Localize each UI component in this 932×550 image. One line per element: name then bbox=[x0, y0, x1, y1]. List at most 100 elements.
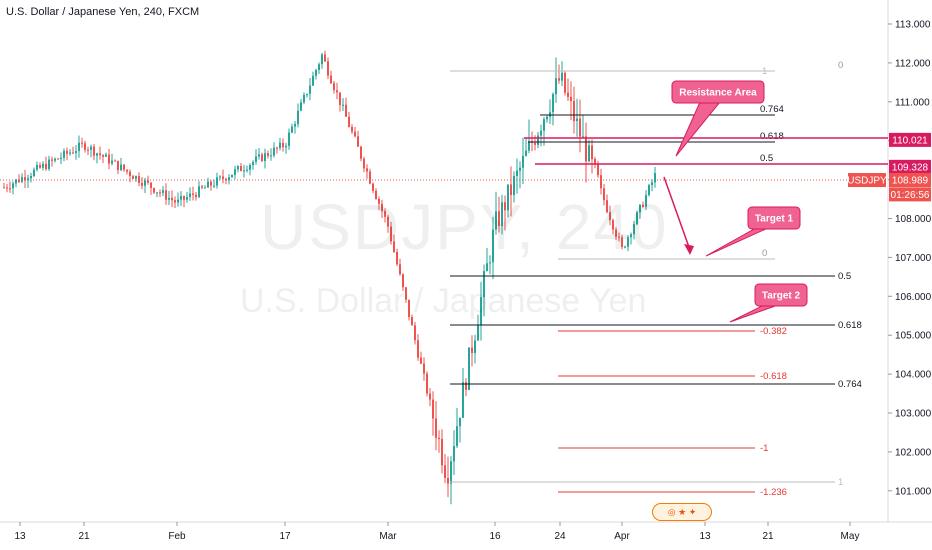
candle-body bbox=[618, 236, 620, 238]
candle-body bbox=[291, 126, 293, 133]
fib-upper-label: 1 bbox=[762, 66, 767, 77]
candle-body bbox=[54, 158, 56, 161]
symbol-tag-label: USDJPY bbox=[847, 176, 887, 187]
candle-body bbox=[249, 165, 251, 170]
candle-body bbox=[492, 229, 494, 263]
candle-body bbox=[573, 100, 575, 122]
target1-callout-box bbox=[747, 206, 801, 230]
candle-body bbox=[288, 132, 290, 146]
watermark-name: U.S. Dollar / Japanese Yen bbox=[240, 282, 647, 320]
candle-body bbox=[441, 439, 443, 466]
chart-title: U.S. Dollar / Japanese Yen, 240, FXCM bbox=[6, 6, 200, 18]
candle-body bbox=[285, 145, 287, 148]
candle-body bbox=[426, 373, 428, 394]
candle-body bbox=[84, 143, 86, 150]
candle-body bbox=[123, 164, 125, 170]
candle-body bbox=[27, 178, 29, 181]
candle-body bbox=[540, 130, 542, 136]
candle-body bbox=[606, 200, 608, 213]
fib-ext-label: -1.236 bbox=[760, 487, 787, 498]
candle-body bbox=[402, 274, 404, 288]
fib-ext-label: -1 bbox=[760, 443, 768, 454]
candle-body bbox=[351, 126, 353, 132]
candle-body bbox=[552, 94, 554, 113]
candle-body bbox=[81, 142, 83, 144]
candle-body bbox=[339, 92, 341, 106]
candle-body bbox=[144, 180, 146, 186]
candle-body bbox=[51, 159, 53, 161]
candle-body bbox=[495, 211, 497, 230]
candle-body bbox=[501, 202, 503, 227]
candle-body bbox=[435, 418, 437, 438]
candle-body bbox=[195, 194, 197, 198]
candle-body bbox=[534, 142, 536, 145]
candle-body bbox=[303, 94, 305, 103]
resistance-callout-label: Resistance Area bbox=[679, 88, 757, 99]
candle-body bbox=[309, 85, 311, 94]
candle-body bbox=[117, 160, 119, 170]
candle-body bbox=[366, 168, 368, 172]
candle-body bbox=[636, 212, 638, 225]
candle-body bbox=[447, 477, 449, 484]
candle-body bbox=[429, 393, 431, 400]
candle-body bbox=[555, 78, 557, 95]
candle-body bbox=[525, 150, 527, 156]
candle-body bbox=[612, 220, 614, 230]
candle-body bbox=[36, 165, 38, 170]
candle-body bbox=[483, 271, 485, 298]
price-tag bbox=[889, 132, 931, 147]
price-tick-label: 106.000 bbox=[895, 292, 932, 303]
target2-callout-label: Target 2 bbox=[762, 291, 801, 302]
candle-body bbox=[45, 163, 47, 170]
candle-body bbox=[87, 149, 89, 151]
candle-body bbox=[3, 187, 5, 189]
fib-upper-label: 0 bbox=[762, 248, 767, 259]
candle-body bbox=[33, 169, 35, 176]
candle-body bbox=[192, 193, 194, 195]
candle-body bbox=[300, 102, 302, 111]
candle-body bbox=[153, 187, 155, 193]
time-tick-label: 16 bbox=[489, 531, 501, 542]
candle-body bbox=[159, 192, 161, 194]
candle-body bbox=[216, 177, 218, 186]
candle-body bbox=[414, 325, 416, 341]
candle-body bbox=[18, 179, 20, 182]
candle-body bbox=[561, 72, 563, 81]
candle-body bbox=[579, 118, 581, 137]
candle-body bbox=[522, 155, 524, 168]
candle-body bbox=[222, 176, 224, 179]
candle-body bbox=[321, 54, 323, 65]
candle-body bbox=[630, 234, 632, 238]
candle-body bbox=[360, 146, 362, 159]
candle-body bbox=[240, 166, 242, 172]
candle-body bbox=[486, 263, 488, 272]
projection-arrowhead bbox=[684, 244, 694, 255]
candle-body bbox=[150, 182, 152, 188]
candle-body bbox=[282, 142, 284, 148]
candle-body bbox=[420, 357, 422, 364]
price-tick-label: 107.000 bbox=[895, 253, 932, 264]
candle-body bbox=[261, 154, 263, 162]
candle-body bbox=[252, 161, 254, 166]
time-tick-label: Feb bbox=[168, 531, 186, 542]
candle-body bbox=[114, 160, 116, 162]
candle-body bbox=[438, 437, 440, 440]
fib-upper-label: 0.5 bbox=[760, 153, 773, 164]
candle-body bbox=[213, 185, 215, 187]
candle-body bbox=[111, 160, 113, 164]
candle-body bbox=[156, 192, 158, 194]
time-tick-label: Mar bbox=[379, 531, 397, 542]
candle-body bbox=[576, 118, 578, 122]
candle-body bbox=[69, 152, 71, 154]
candle-body bbox=[600, 175, 602, 189]
price-tick-label: 105.000 bbox=[895, 331, 932, 342]
candle-body bbox=[582, 136, 584, 138]
candles bbox=[3, 50, 656, 505]
candle-body bbox=[102, 155, 104, 157]
price-tag-label: 01:26:56 bbox=[891, 190, 930, 201]
candle-body bbox=[654, 173, 656, 183]
fib-ext-label: -0.382 bbox=[760, 326, 787, 337]
candle-body bbox=[42, 163, 44, 168]
resistance-callout-tail bbox=[675, 101, 722, 157]
